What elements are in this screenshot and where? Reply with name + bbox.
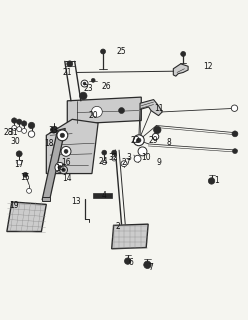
Text: 29: 29 bbox=[149, 136, 158, 145]
Text: 24: 24 bbox=[98, 157, 108, 166]
Text: 4: 4 bbox=[102, 191, 107, 200]
Circle shape bbox=[102, 150, 107, 155]
Circle shape bbox=[134, 155, 141, 162]
Text: 11: 11 bbox=[154, 104, 163, 113]
Circle shape bbox=[58, 165, 62, 169]
Text: 10: 10 bbox=[141, 153, 151, 162]
Circle shape bbox=[16, 151, 22, 157]
Circle shape bbox=[91, 78, 95, 82]
Circle shape bbox=[138, 147, 147, 156]
Circle shape bbox=[51, 127, 57, 133]
Circle shape bbox=[62, 168, 65, 172]
Text: 8: 8 bbox=[166, 138, 171, 147]
Circle shape bbox=[27, 188, 31, 193]
Circle shape bbox=[101, 49, 105, 54]
Circle shape bbox=[21, 121, 27, 126]
Circle shape bbox=[154, 126, 161, 134]
Text: 21: 21 bbox=[62, 68, 72, 77]
Circle shape bbox=[80, 92, 87, 100]
Circle shape bbox=[81, 80, 88, 87]
Circle shape bbox=[17, 127, 22, 132]
Polygon shape bbox=[112, 224, 148, 249]
Text: 6: 6 bbox=[129, 258, 134, 267]
Circle shape bbox=[83, 82, 86, 85]
Text: 12: 12 bbox=[203, 62, 213, 71]
Text: 20: 20 bbox=[88, 111, 98, 120]
Circle shape bbox=[28, 131, 35, 137]
Circle shape bbox=[22, 128, 27, 133]
Text: 14: 14 bbox=[55, 164, 65, 173]
Text: 15: 15 bbox=[21, 173, 30, 182]
Circle shape bbox=[232, 131, 238, 137]
Text: 22: 22 bbox=[130, 136, 140, 145]
Circle shape bbox=[124, 258, 131, 264]
Circle shape bbox=[119, 108, 124, 114]
Text: 26: 26 bbox=[102, 82, 112, 91]
Text: 33: 33 bbox=[49, 126, 59, 135]
Text: 23: 23 bbox=[83, 84, 93, 93]
Text: 30: 30 bbox=[11, 137, 20, 146]
Bar bbox=[42, 197, 50, 201]
Text: 32: 32 bbox=[108, 153, 118, 162]
Circle shape bbox=[12, 118, 17, 123]
Text: 1: 1 bbox=[214, 176, 219, 186]
Circle shape bbox=[181, 52, 186, 56]
Circle shape bbox=[133, 135, 144, 146]
Circle shape bbox=[60, 133, 64, 138]
Text: 25: 25 bbox=[117, 47, 126, 56]
Circle shape bbox=[112, 156, 116, 161]
Circle shape bbox=[208, 178, 215, 184]
Polygon shape bbox=[173, 64, 188, 76]
Circle shape bbox=[137, 138, 141, 142]
Polygon shape bbox=[67, 97, 141, 124]
Circle shape bbox=[57, 130, 68, 141]
Text: 19: 19 bbox=[9, 201, 19, 210]
Circle shape bbox=[102, 160, 106, 165]
Circle shape bbox=[12, 125, 17, 131]
Circle shape bbox=[152, 133, 159, 140]
Text: 31: 31 bbox=[8, 128, 18, 137]
Polygon shape bbox=[140, 100, 162, 116]
Text: 16: 16 bbox=[61, 158, 71, 167]
Text: 9: 9 bbox=[156, 158, 161, 167]
Circle shape bbox=[16, 119, 22, 124]
Circle shape bbox=[121, 161, 127, 167]
Text: 14: 14 bbox=[62, 174, 72, 183]
Circle shape bbox=[67, 61, 73, 67]
Text: 17: 17 bbox=[14, 160, 24, 169]
Polygon shape bbox=[42, 128, 65, 200]
Circle shape bbox=[144, 261, 151, 268]
Circle shape bbox=[23, 172, 28, 177]
Circle shape bbox=[60, 166, 67, 174]
Text: 2: 2 bbox=[116, 222, 120, 231]
Text: 18: 18 bbox=[44, 140, 54, 148]
Circle shape bbox=[112, 150, 117, 155]
Text: 13: 13 bbox=[71, 197, 81, 206]
Circle shape bbox=[231, 105, 238, 111]
Text: 3: 3 bbox=[126, 153, 131, 162]
Circle shape bbox=[92, 106, 102, 117]
Polygon shape bbox=[7, 202, 46, 231]
Text: 7: 7 bbox=[149, 263, 154, 272]
Polygon shape bbox=[46, 119, 98, 173]
Text: 28: 28 bbox=[3, 128, 13, 137]
Circle shape bbox=[233, 149, 237, 154]
Text: 27: 27 bbox=[122, 158, 131, 167]
Bar bbox=[93, 193, 112, 198]
Circle shape bbox=[64, 149, 68, 153]
Circle shape bbox=[17, 160, 22, 165]
Circle shape bbox=[61, 147, 71, 156]
Circle shape bbox=[55, 163, 65, 172]
Circle shape bbox=[28, 122, 35, 129]
